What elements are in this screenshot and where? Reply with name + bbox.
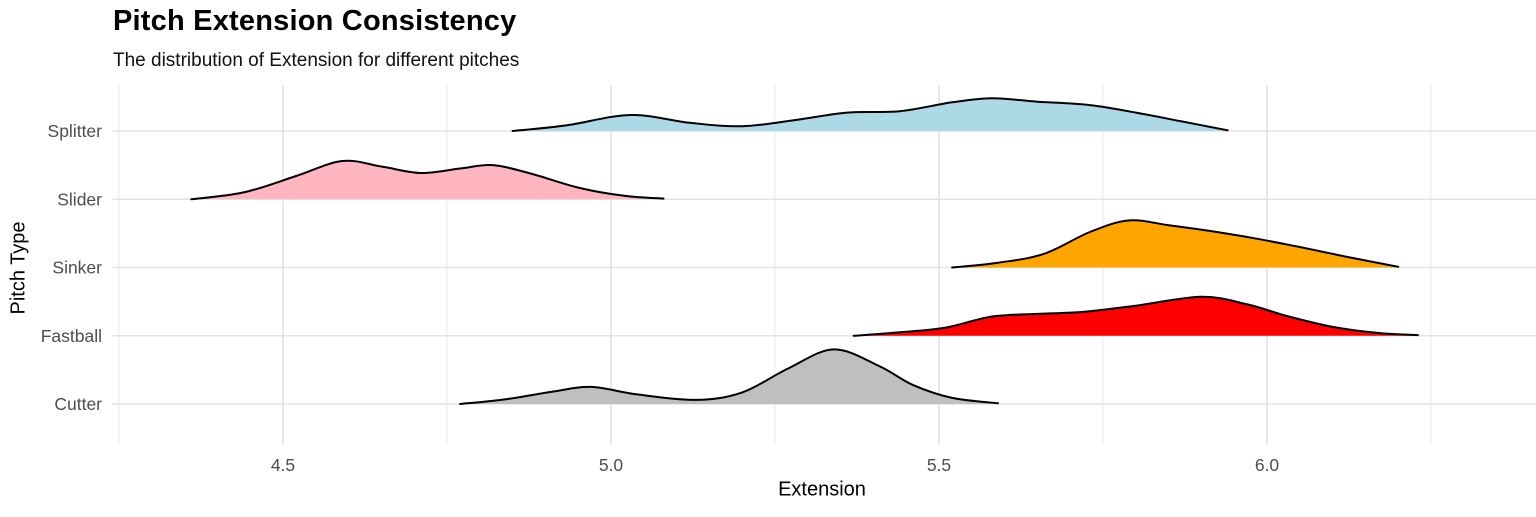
y-tick-label-splitter: Splitter xyxy=(48,121,103,141)
y-tick-label-fastball: Fastball xyxy=(41,326,102,346)
density-area-splitter xyxy=(512,98,1228,131)
density-area-cutter xyxy=(460,349,999,404)
chart-subtitle: The distribution of Extension for differ… xyxy=(113,50,520,71)
density-outline-splitter xyxy=(511,97,1229,132)
density-area-sinker xyxy=(952,220,1399,268)
y-tick-label-sinker: Sinker xyxy=(52,258,102,278)
density-outline-cutter xyxy=(459,348,999,405)
density-outline-slider xyxy=(190,159,665,201)
x-axis-title: Extension xyxy=(778,478,866,501)
y-tick-label-slider: Slider xyxy=(57,189,102,209)
density-outline-fastball xyxy=(852,295,1419,337)
x-tick-label-5.5: 5.5 xyxy=(927,455,951,475)
y-tick-label-cutter: Cutter xyxy=(54,394,102,414)
chart-title: Pitch Extension Consistency xyxy=(113,5,517,37)
density-area-slider xyxy=(191,160,664,200)
x-tick-label-4.5: 4.5 xyxy=(271,455,295,475)
x-tick-label-5.0: 5.0 xyxy=(599,455,624,475)
density-area-fastball xyxy=(853,296,1418,336)
density-outline-sinker xyxy=(951,219,1400,269)
x-tick-label-6.0: 6.0 xyxy=(1255,455,1280,475)
